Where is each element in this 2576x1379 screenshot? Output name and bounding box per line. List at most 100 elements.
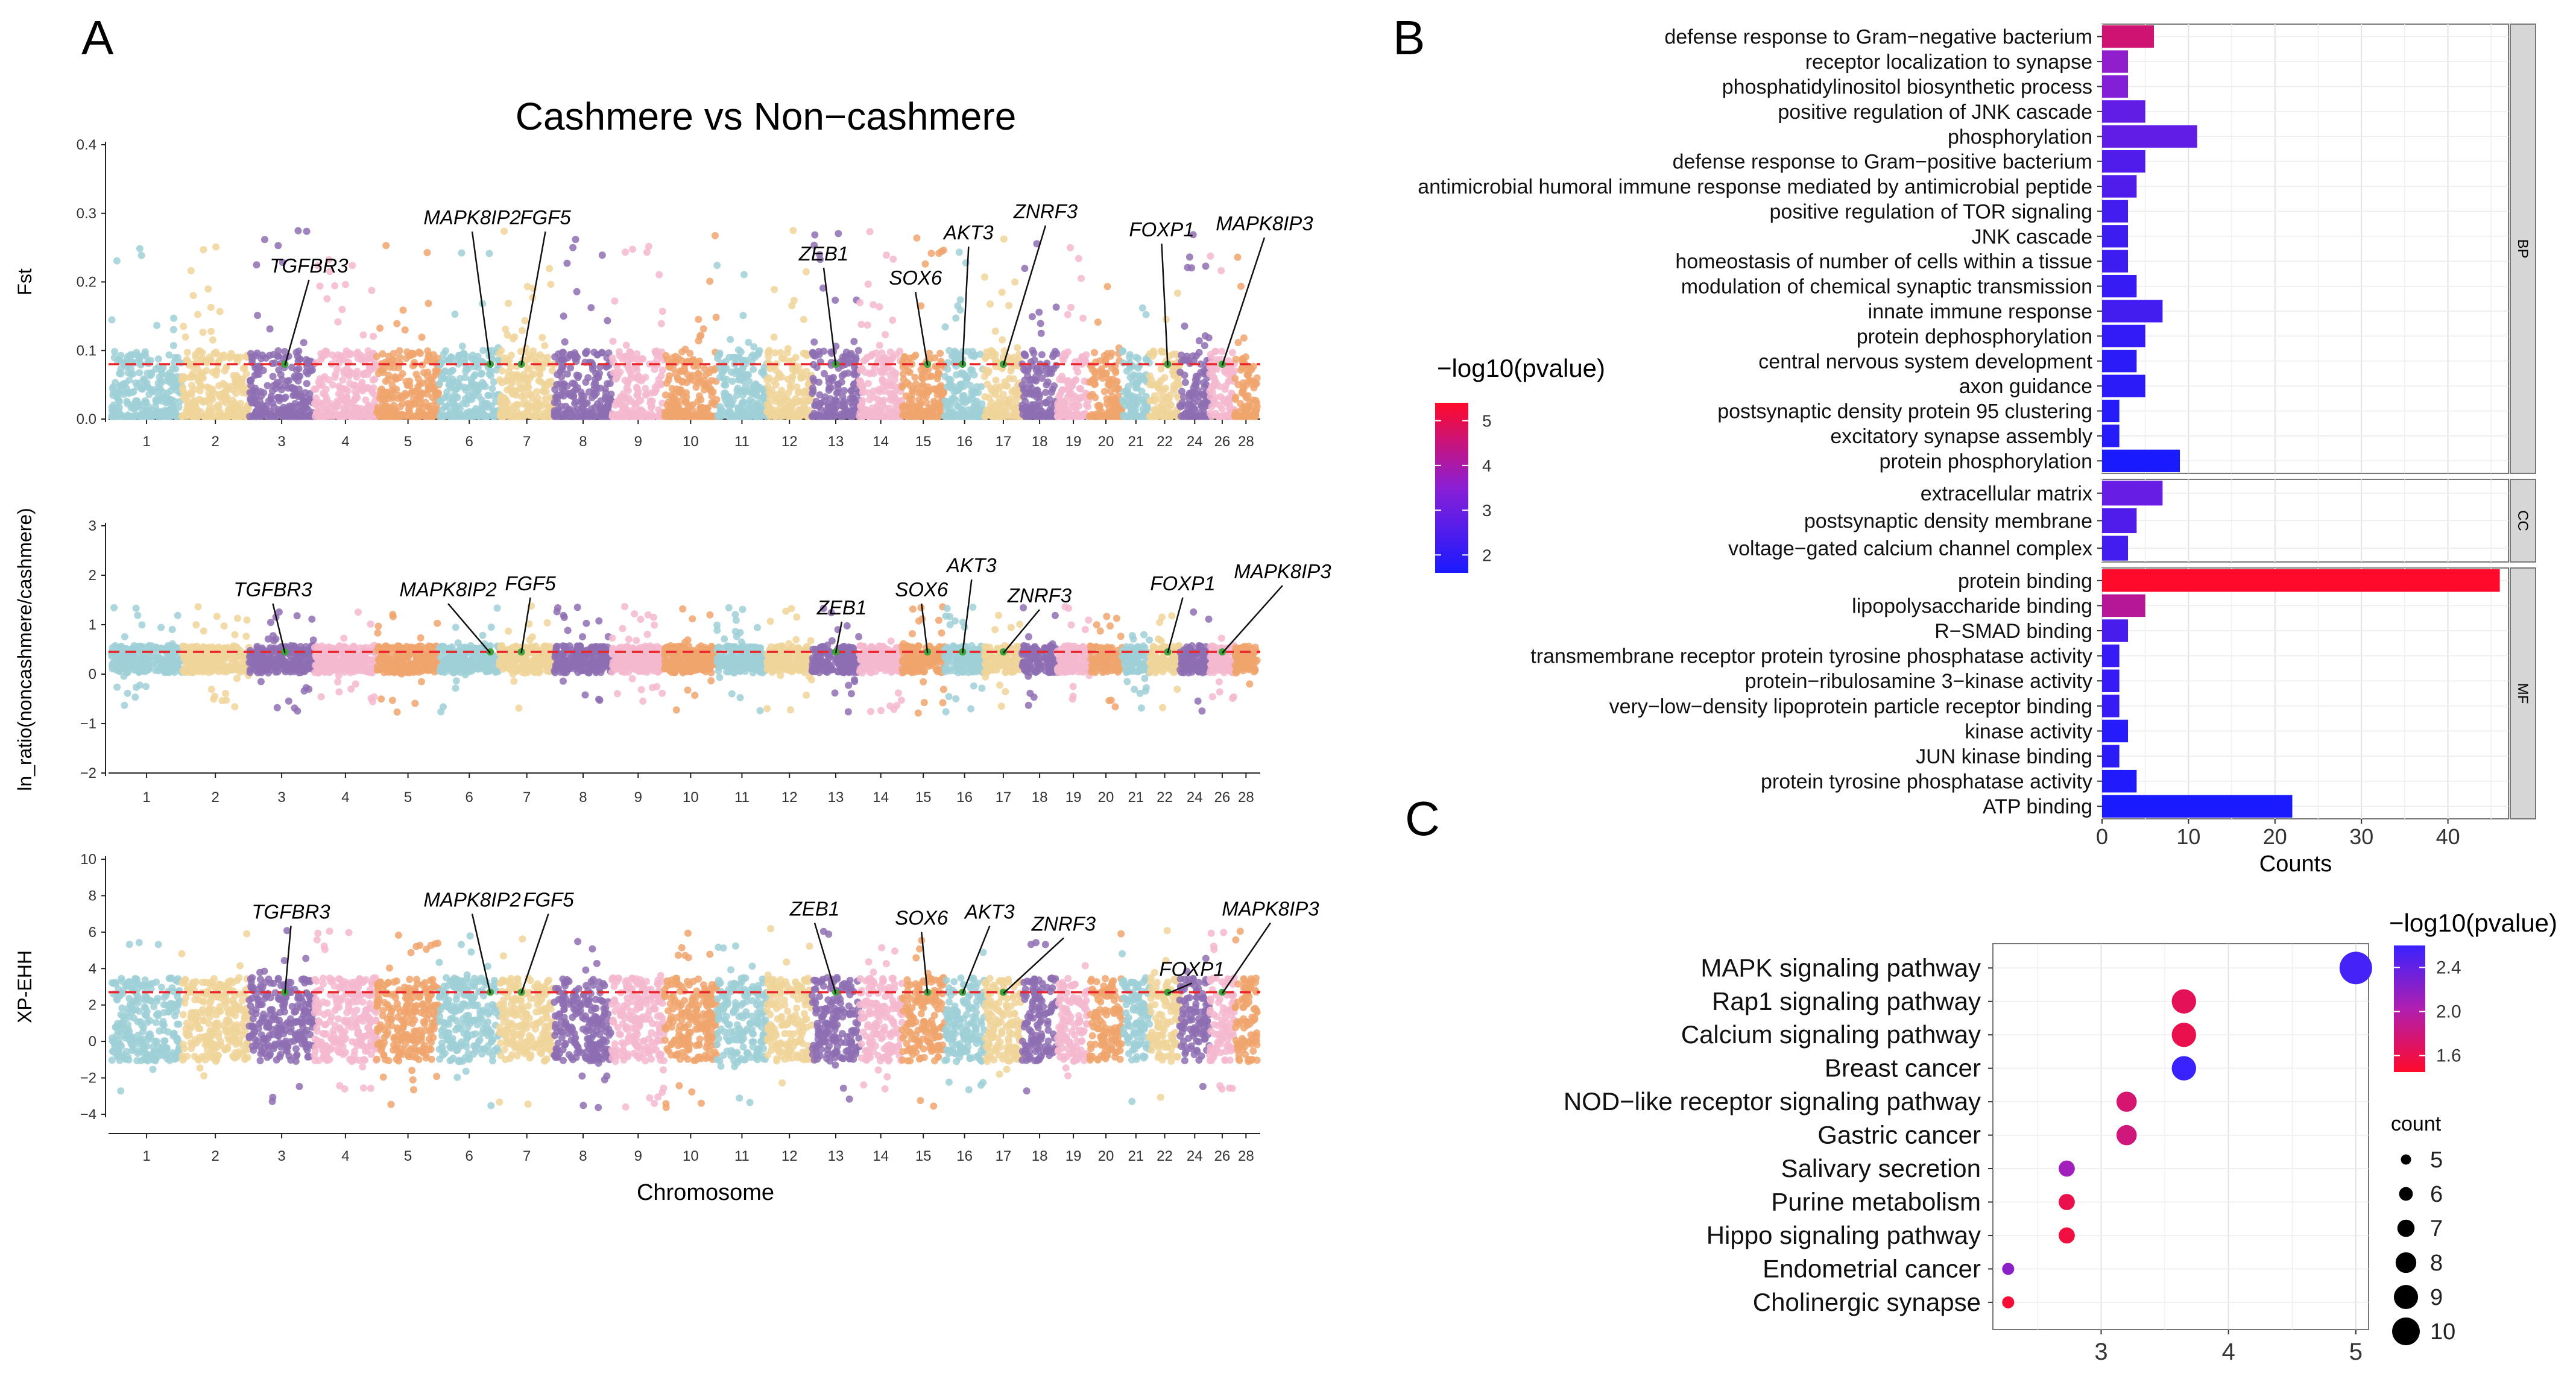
snp-point [747, 396, 754, 404]
snp-point [283, 404, 291, 412]
snp-point [684, 371, 692, 379]
snp-point [763, 376, 771, 384]
snp-point [243, 616, 251, 624]
snp-point [152, 365, 160, 373]
snp-point [365, 412, 373, 420]
snp-point [1094, 318, 1102, 326]
snp-point [199, 329, 207, 336]
snp-point [1226, 365, 1234, 373]
snp-point [657, 320, 665, 327]
snp-point [581, 412, 589, 420]
snp-point [1082, 401, 1090, 408]
x-tick-label: 8 [579, 789, 587, 806]
snp-point [1023, 408, 1031, 415]
snp-point [438, 375, 446, 383]
y-tick-label: 3 [89, 518, 96, 534]
snp-point [1218, 405, 1226, 413]
snp-point [170, 359, 178, 367]
snp-point [270, 351, 277, 358]
snp-point [382, 406, 390, 414]
snp-point [1164, 393, 1172, 400]
snp-point [535, 365, 543, 373]
snp-point [141, 668, 149, 675]
snp-point [669, 393, 676, 401]
snp-point [706, 277, 714, 285]
snp-point [988, 399, 996, 406]
snp-point [442, 347, 449, 355]
snp-point [498, 367, 506, 374]
snp-point [115, 370, 123, 377]
snp-point [511, 333, 519, 341]
snp-point [592, 379, 599, 387]
snp-point [733, 391, 740, 399]
snp-point [123, 397, 131, 405]
snp-point [216, 412, 224, 420]
snp-point [1167, 401, 1175, 409]
snp-point [815, 351, 823, 358]
y-tick-label: 0.1 [77, 342, 96, 359]
snp-point [352, 350, 360, 358]
snp-point [622, 341, 630, 349]
snp-point [876, 388, 883, 396]
snp-point [119, 380, 127, 388]
snp-point [168, 626, 176, 633]
snp-point [179, 383, 186, 391]
snp-point [1132, 353, 1140, 361]
snp-point [965, 412, 973, 420]
snp-point [329, 381, 336, 389]
snp-point [1145, 359, 1153, 367]
snp-point [108, 316, 116, 324]
snp-point [713, 262, 721, 270]
snp-point [478, 406, 485, 414]
snp-point [294, 393, 302, 400]
snp-point [788, 403, 796, 411]
snp-point [1111, 398, 1119, 406]
snp-point [159, 364, 167, 371]
snp-point [306, 395, 314, 403]
snp-point [199, 398, 207, 406]
snp-point [529, 347, 537, 355]
snp-point [109, 665, 116, 672]
snp-point [863, 321, 871, 329]
snp-point [364, 403, 371, 411]
snp-point [192, 399, 200, 407]
snp-point [633, 391, 641, 399]
snp-point [529, 394, 537, 402]
snp-point [1151, 397, 1158, 405]
snp-point [1132, 384, 1140, 392]
snp-point [912, 402, 920, 410]
snp-point [681, 346, 689, 353]
snp-point [178, 412, 186, 420]
snp-point [266, 325, 274, 333]
snp-point [739, 399, 747, 406]
snp-point [697, 396, 705, 403]
snp-point [169, 403, 177, 411]
snp-point [578, 404, 586, 412]
snp-point [727, 336, 734, 343]
snp-point [854, 347, 862, 355]
snp-point [198, 349, 206, 357]
snp-point [996, 383, 1004, 391]
snp-point [1202, 262, 1210, 270]
snp-point [546, 265, 554, 273]
snp-point [451, 311, 459, 318]
snp-point [967, 366, 975, 374]
snp-point [159, 412, 167, 420]
snp-point [1239, 404, 1246, 412]
snp-point [131, 693, 139, 701]
snp-point [652, 348, 660, 356]
snp-point [204, 285, 212, 293]
snp-point [153, 321, 161, 329]
snp-point [538, 333, 546, 341]
snp-point [673, 399, 680, 407]
snp-point [192, 621, 200, 629]
snp-point [444, 375, 452, 383]
snp-point [1005, 403, 1013, 411]
snp-point [441, 368, 449, 376]
snp-point [418, 379, 426, 387]
snp-point [879, 376, 886, 383]
snp-point [183, 349, 191, 356]
snp-point [646, 412, 654, 420]
snp-point [810, 338, 818, 346]
snp-point [830, 412, 838, 420]
